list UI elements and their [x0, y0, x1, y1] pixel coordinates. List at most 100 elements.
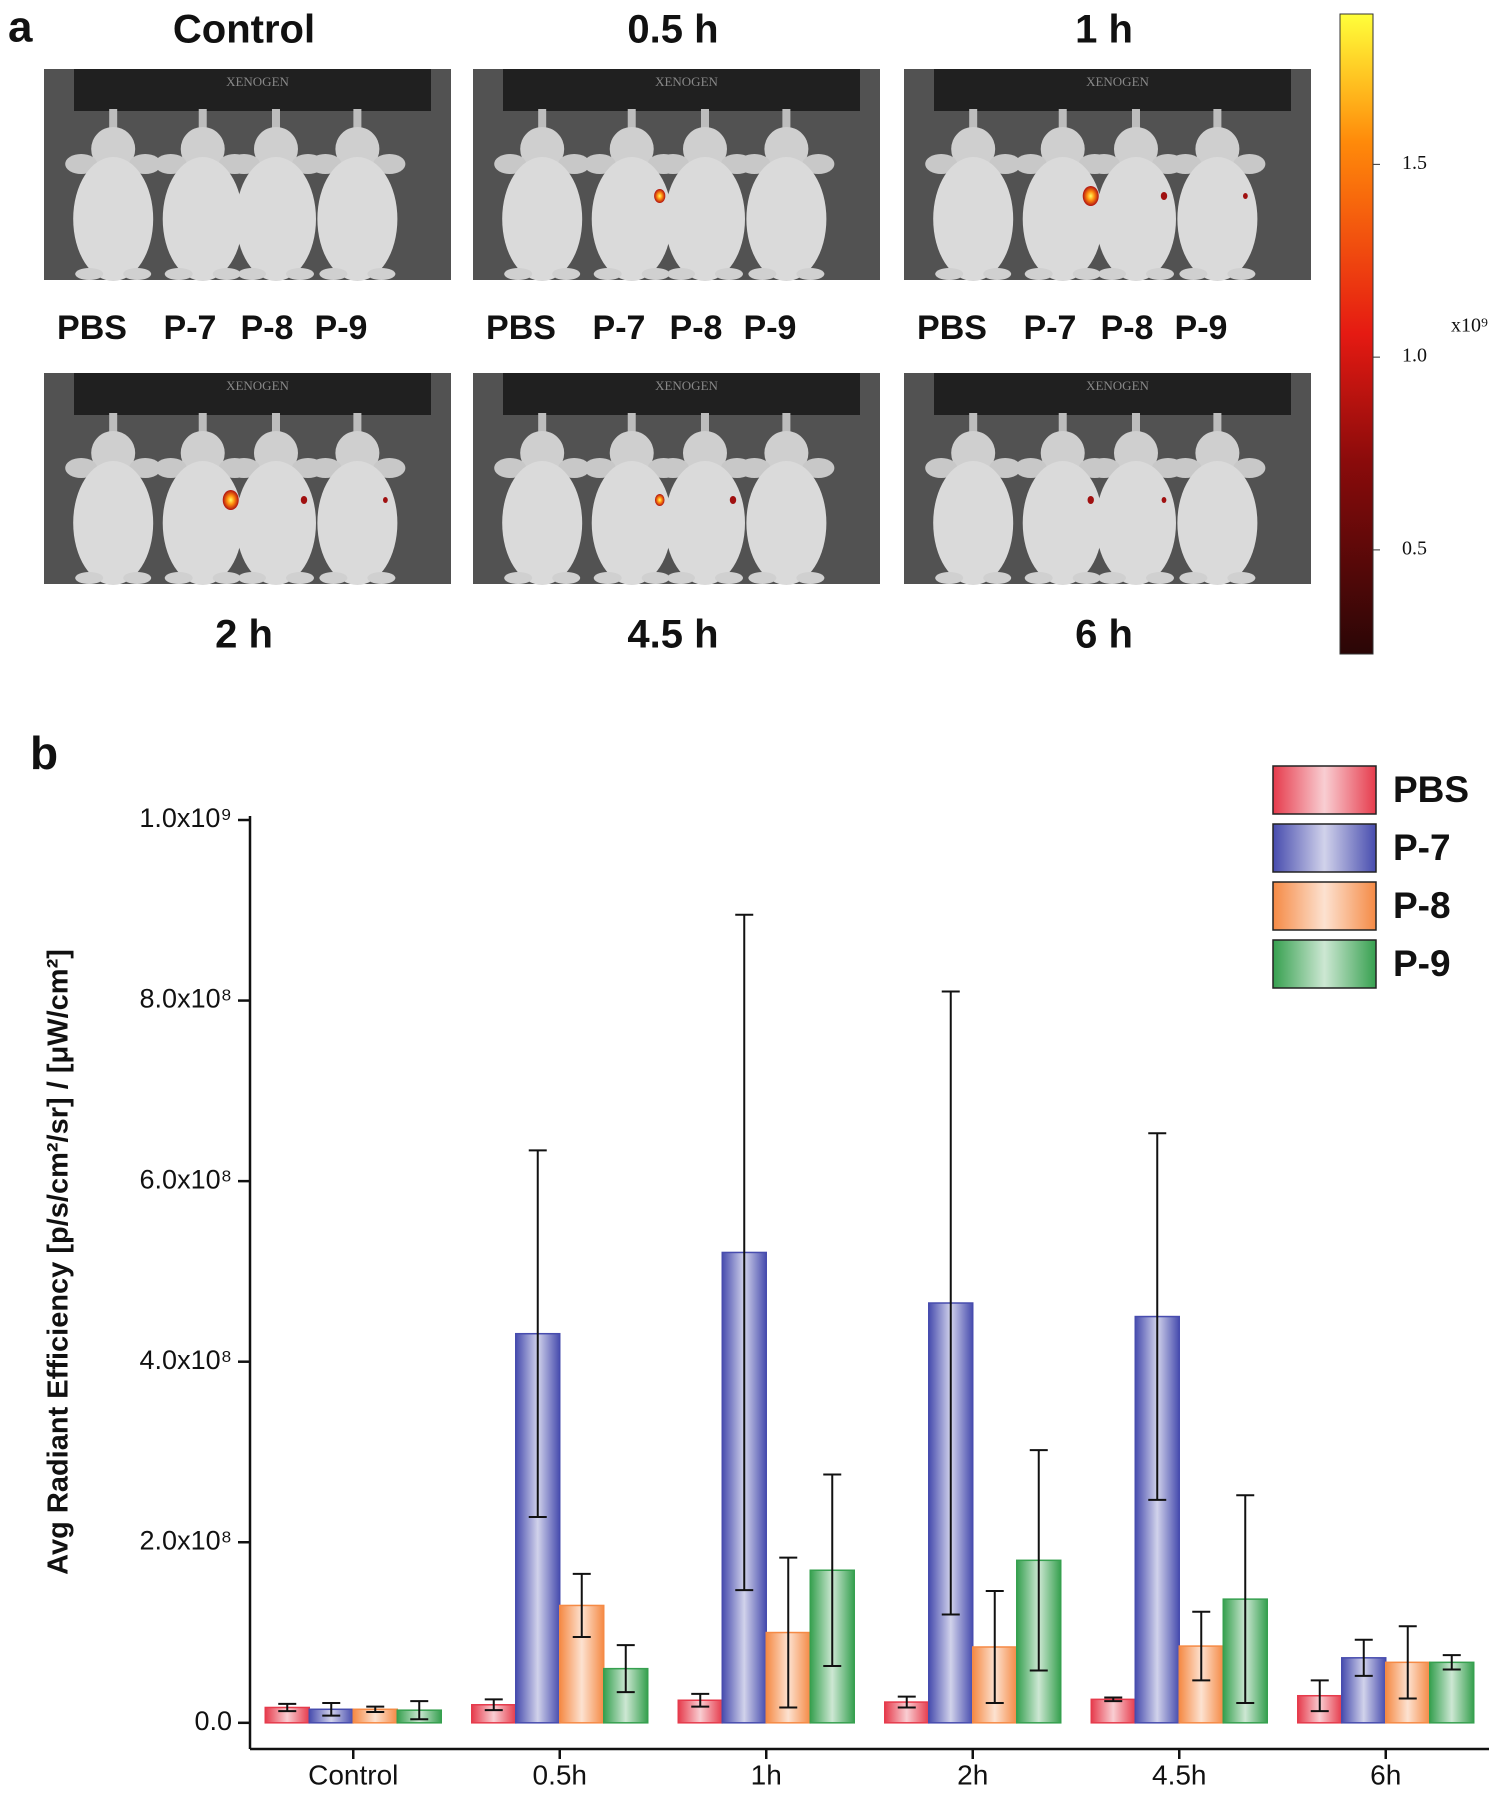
error-bar — [1192, 1610, 1211, 1682]
mouse-foot — [285, 268, 314, 280]
mouse-foot — [164, 268, 193, 280]
mouse-body — [73, 461, 154, 585]
mouse-body — [933, 461, 1014, 585]
panel-label: b — [30, 727, 58, 779]
mouse-leg — [925, 458, 958, 478]
mouse-body — [591, 461, 672, 585]
mouse-foot — [75, 572, 104, 584]
mouse-foot — [593, 572, 622, 584]
image-title: 2 h — [215, 613, 273, 657]
instrument-bar — [934, 69, 1291, 111]
error-bar — [1236, 1494, 1255, 1704]
mouse-body — [1177, 157, 1258, 281]
mouse-foot — [237, 572, 266, 584]
instrument-bar — [74, 69, 431, 111]
mouse-foot — [748, 268, 777, 280]
error-bar — [1029, 1449, 1048, 1672]
mouse-foot — [1097, 572, 1126, 584]
fluorescence-spot — [222, 490, 239, 510]
error-bar — [779, 1556, 798, 1709]
error-bar — [278, 1702, 297, 1713]
mouse-tail — [109, 109, 118, 139]
error-bar — [528, 1149, 547, 1518]
mouse-tail — [271, 109, 280, 139]
instrument-bar — [934, 373, 1291, 415]
mouse-leg — [1233, 154, 1266, 174]
legend-label: P-9 — [1393, 943, 1451, 984]
mouse-foot — [123, 572, 152, 584]
legend-swatch — [1272, 939, 1377, 989]
mouse-body — [1095, 157, 1176, 281]
instrument-label: XENOGEN — [1086, 378, 1149, 393]
colorbar — [1339, 13, 1374, 655]
mouse-leg — [1087, 154, 1120, 174]
mouse-foot — [641, 268, 670, 280]
mouse-tail — [782, 413, 791, 443]
mouse-tail — [969, 413, 978, 443]
legend-swatch — [1272, 881, 1377, 931]
mouse-foot — [1024, 572, 1053, 584]
error-bar — [616, 1644, 635, 1694]
mouse-leg — [802, 458, 835, 478]
x-tick-label: Control — [308, 1759, 398, 1790]
mouse-leg — [925, 154, 958, 174]
mouse-foot — [1145, 572, 1174, 584]
legend-label: P-8 — [1393, 885, 1451, 926]
mouse-label: PBS — [486, 309, 556, 347]
mouse-image: XENOGEN — [904, 69, 1311, 281]
mouse-label: P-9 — [315, 309, 368, 347]
x-tick-label: 1h — [751, 1759, 782, 1790]
mouse-foot — [748, 572, 777, 584]
image-title: 4.5 h — [627, 613, 718, 657]
instrument-label: XENOGEN — [226, 74, 289, 89]
error-bar — [691, 1692, 710, 1708]
fluorescence-spot — [1082, 186, 1099, 206]
x-tick-label: 4.5h — [1152, 1759, 1207, 1790]
y-tick-label: 0.0 — [194, 1706, 232, 1736]
panel-label: a — [8, 3, 33, 52]
mouse-tail — [1213, 109, 1222, 139]
error-bar — [1148, 1132, 1167, 1501]
mouse-body — [1022, 157, 1103, 281]
colorbar-tick-label: 1.5 — [1402, 152, 1427, 174]
mouse-foot — [123, 268, 152, 280]
fluorescence-spot — [1087, 496, 1094, 504]
mouse-foot — [666, 268, 695, 280]
mouse-leg — [738, 154, 771, 174]
mouse-foot — [212, 268, 241, 280]
mouse-body — [235, 157, 316, 281]
mouse-body — [1095, 461, 1176, 585]
mouse-foot — [714, 268, 743, 280]
colorbar-tick-label: 1.0 — [1402, 345, 1427, 367]
mouse-tail — [198, 413, 207, 443]
mouse-foot — [504, 572, 533, 584]
mouse-foot — [1227, 268, 1256, 280]
mouse-leg — [558, 458, 591, 478]
mouse-body — [664, 461, 745, 585]
error-bar — [735, 913, 754, 1592]
mouse-leg — [129, 154, 162, 174]
instrument-label: XENOGEN — [1086, 74, 1149, 89]
bar — [1090, 1698, 1136, 1724]
mouse-body — [162, 157, 243, 281]
fluorescence-spot — [654, 189, 666, 203]
mouse-tail — [1131, 109, 1140, 139]
legend-label: PBS — [1393, 769, 1469, 810]
mouse-leg — [1169, 458, 1202, 478]
mouse-tail — [1213, 413, 1222, 443]
mouse-tail — [782, 109, 791, 139]
colorbar-tick-label: 0.5 — [1402, 537, 1427, 559]
mouse-image: XENOGEN — [44, 69, 451, 281]
image-title: Control — [173, 8, 315, 52]
mouse-foot — [983, 572, 1012, 584]
mouse-label: PBS — [57, 309, 127, 347]
mouse-tail — [700, 109, 709, 139]
bar — [1429, 1661, 1475, 1724]
y-tick-label: 1.0x10⁹ — [139, 803, 232, 833]
fluorescence-spot — [1160, 192, 1168, 200]
legend-label: P-7 — [1393, 827, 1451, 868]
mouse-leg — [65, 458, 98, 478]
mouse-leg — [154, 154, 187, 174]
mouse-body — [317, 461, 398, 585]
mouse-leg — [227, 154, 260, 174]
